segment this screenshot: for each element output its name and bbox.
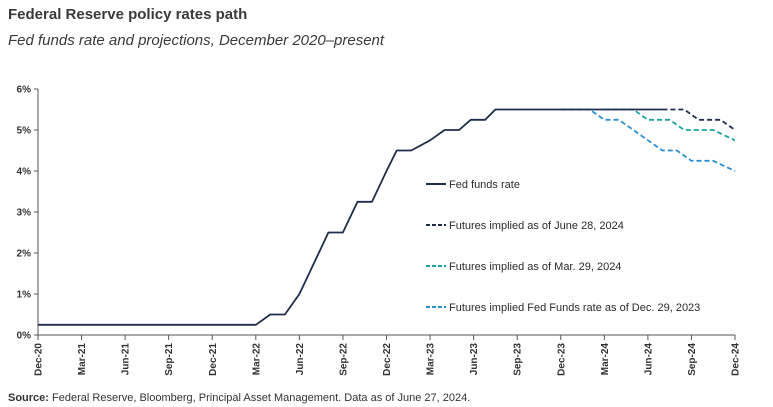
x-tick-label: Mar-23 (426, 343, 437, 376)
x-tick-label: Dec-24 (731, 343, 742, 376)
y-tick-label: 6% (17, 85, 32, 96)
x-tick-label: Dec-22 (382, 343, 393, 376)
y-tick-label: 3% (17, 208, 32, 219)
x-tick-label: Jun-23 (469, 343, 480, 376)
x-tick-label: Mar-21 (77, 343, 88, 376)
x-tick-label: Jun-21 (121, 343, 132, 376)
source-text: Federal Reserve, Bloomberg, Principal As… (52, 392, 471, 404)
source-note: Source: Federal Reserve, Bloomberg, Prin… (8, 392, 470, 404)
source-label: Source: (8, 392, 49, 404)
x-tick-label: Sep-21 (164, 343, 175, 376)
legend-label: Futures implied as of June 28, 2024 (449, 220, 624, 232)
series-line (560, 108, 736, 172)
x-tick-label: Jun-24 (643, 343, 654, 376)
chart-title: Federal Reserve policy rates path (8, 6, 248, 23)
series-line (662, 108, 736, 131)
x-tick-label: Mar-24 (600, 343, 611, 376)
x-tick-label: Jun-22 (295, 343, 306, 376)
y-tick-label: 5% (17, 126, 32, 137)
series-line (604, 108, 736, 142)
y-tick-label: 1% (17, 290, 32, 301)
y-tick-label: 2% (17, 249, 32, 260)
x-axis: Dec-20 Mar-21 Jun-21 Sep-21 Dec-21 Mar-22 Jun-… (34, 334, 742, 376)
x-tick-label: Mar-22 (251, 343, 262, 376)
x-tick-label: Dec-20 (34, 343, 45, 376)
series-layer (38, 108, 736, 326)
legend-label: Futures implied as of Mar. 29, 2024 (449, 261, 621, 273)
x-tick-label: Dec-23 (556, 343, 567, 376)
x-tick-label: Sep-24 (687, 343, 698, 376)
x-tick-label: Dec-21 (208, 343, 219, 376)
chart-subtitle: Fed funds rate and projections, December… (8, 32, 385, 49)
legend-label: Fed funds rate (449, 179, 520, 191)
series-line (38, 108, 663, 326)
y-tick-label: 4% (17, 167, 32, 178)
x-tick-label: Sep-22 (338, 343, 349, 376)
legend-label: Futures implied Fed Funds rate as of Dec… (449, 302, 700, 314)
y-tick-label: 0% (17, 331, 32, 342)
x-tick-label: Sep-23 (513, 343, 524, 376)
y-axis: 0% 1% 2% 3% 4% 5% 6% (17, 85, 39, 342)
legend: Fed funds rate Futures implied as of June… (426, 179, 700, 314)
